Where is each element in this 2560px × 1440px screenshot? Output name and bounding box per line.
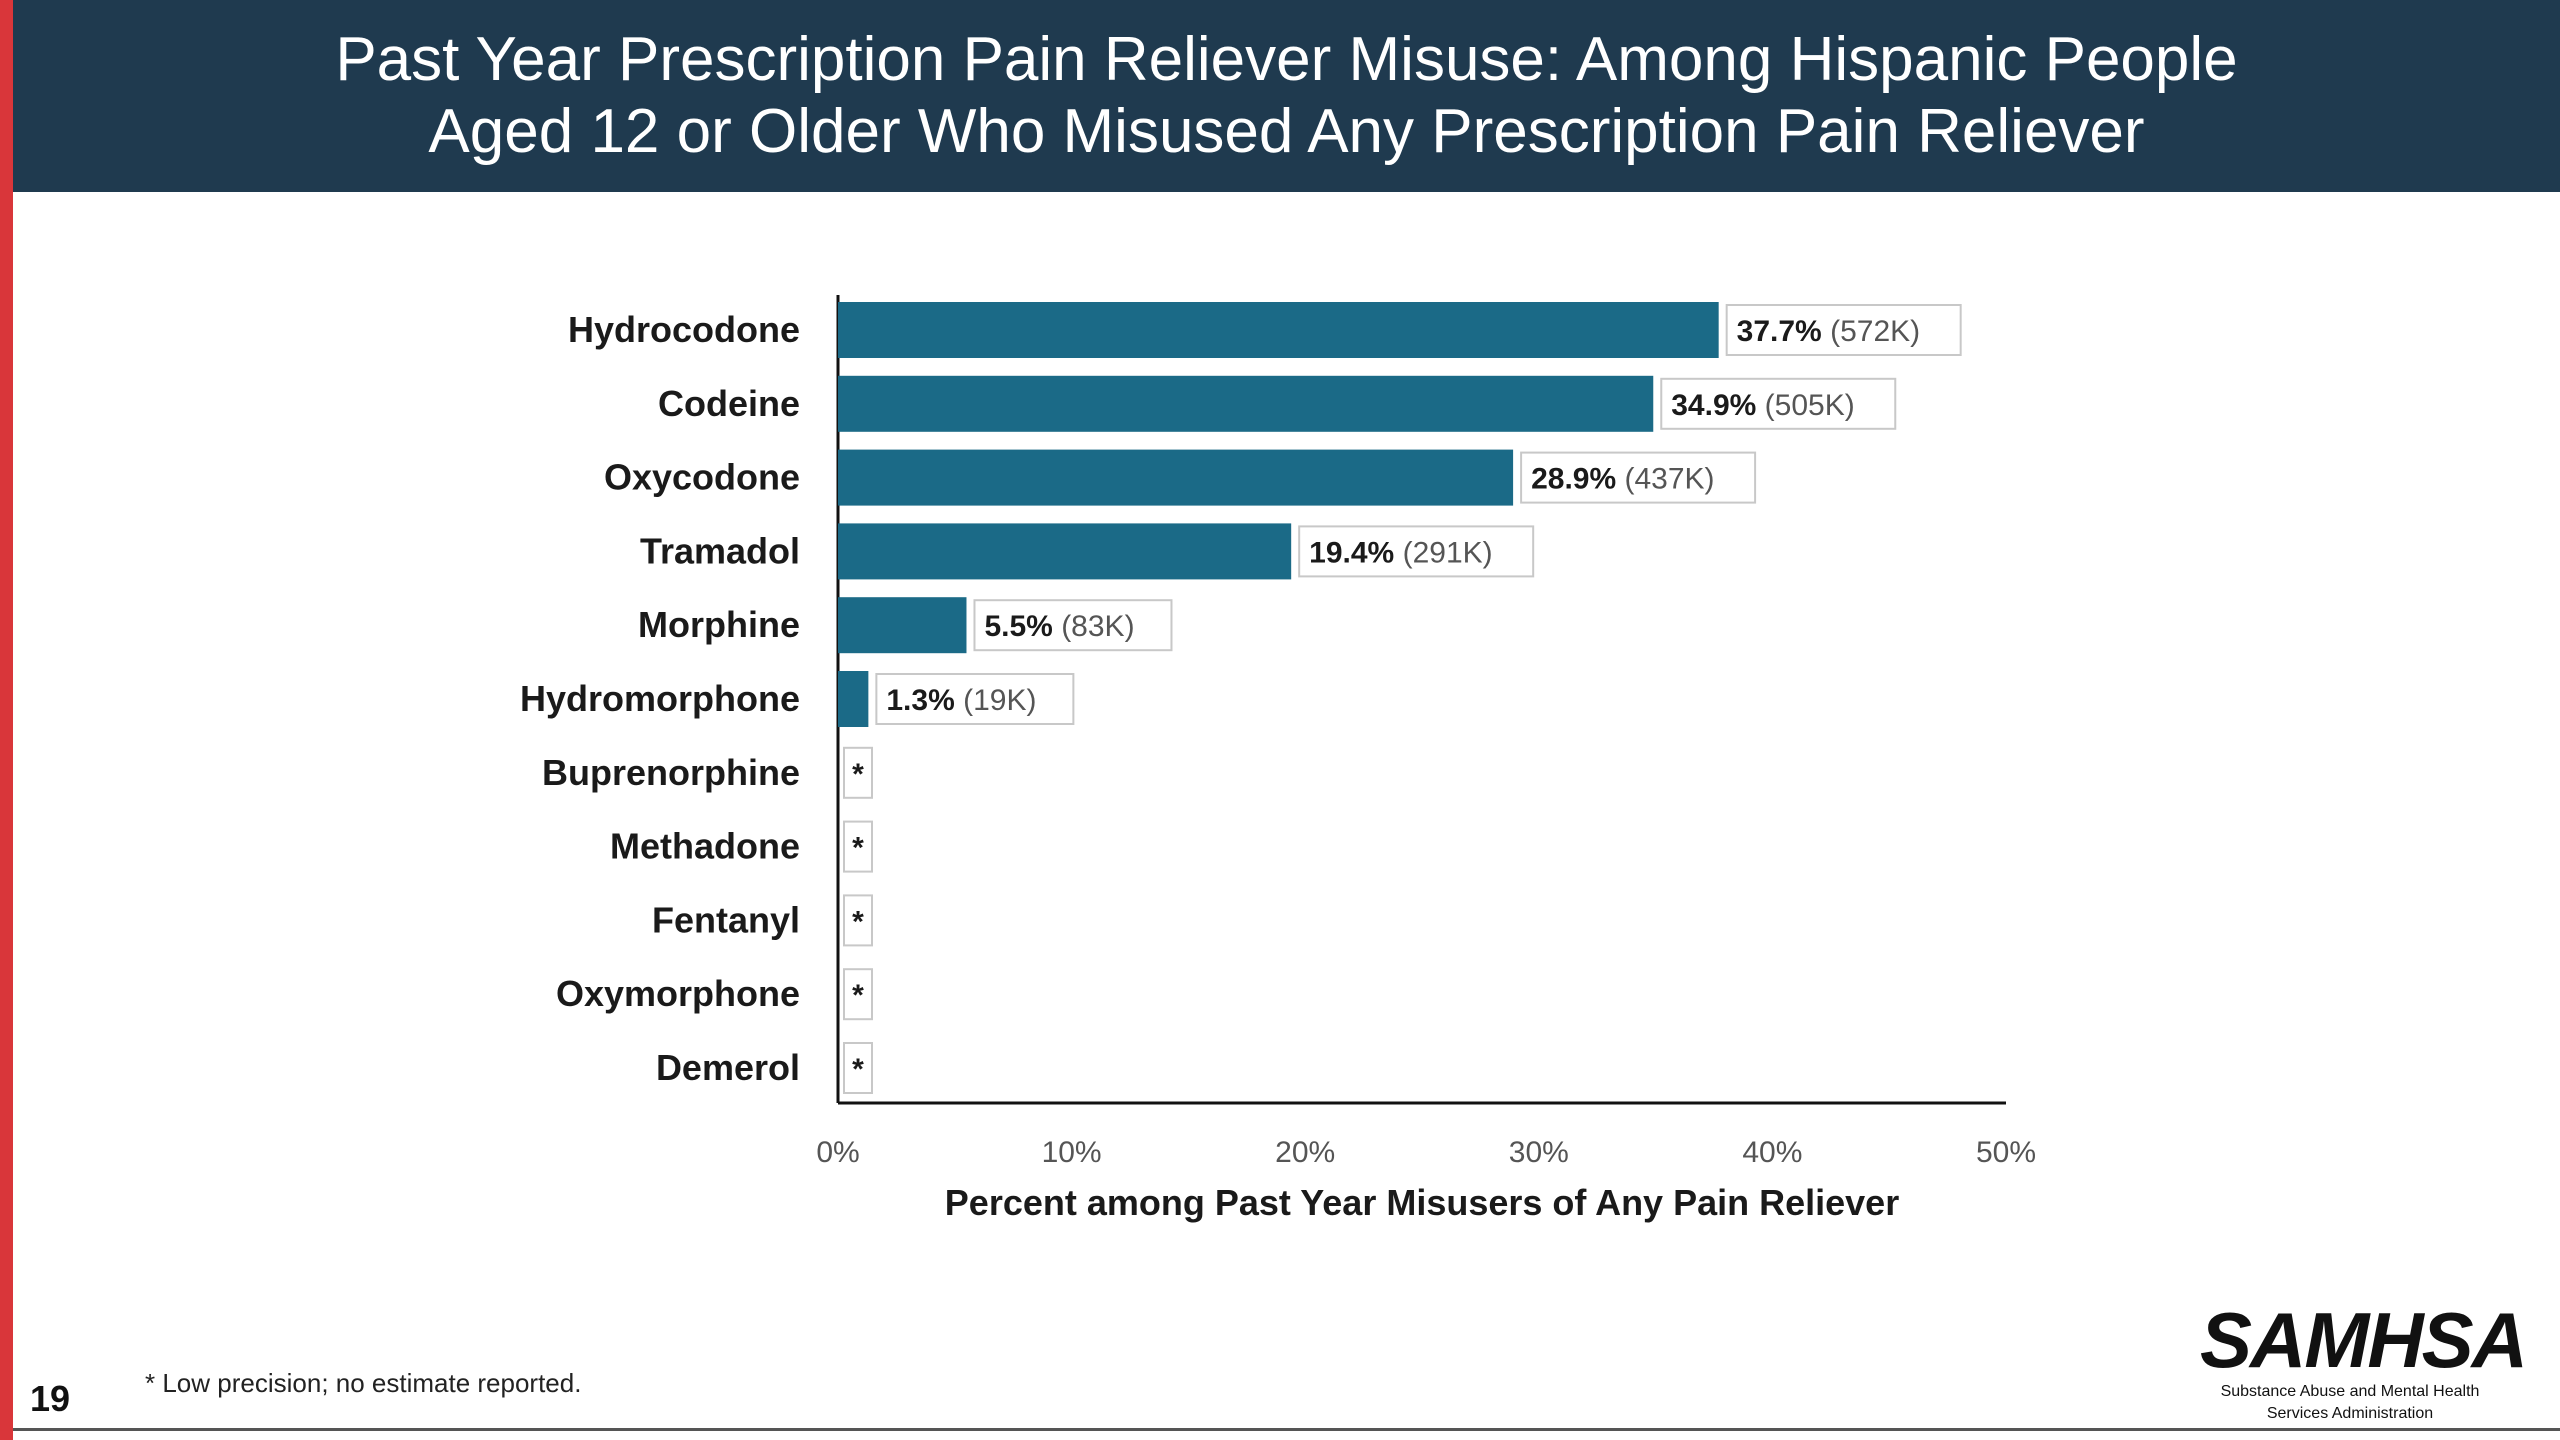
footnote: * Low precision; no estimate reported. bbox=[145, 1368, 582, 1398]
data-label-count: (19K) bbox=[955, 684, 1037, 717]
bar-chart: Hydrocodone 37.7% (572K) Codeine 34.9% (505… bbox=[520, 295, 2036, 1223]
title-banner: Past Year Prescription Pain Reliever Mis… bbox=[13, 0, 2560, 192]
slide-title: Past Year Prescription Pain Reliever Mis… bbox=[335, 25, 2238, 166]
left-accent-bar bbox=[0, 0, 13, 1440]
bar bbox=[838, 597, 967, 654]
x-tick-label: 50% bbox=[1976, 1136, 2036, 1169]
data-label-percent: * bbox=[852, 979, 864, 1012]
data-label-percent: * bbox=[852, 832, 864, 865]
data-label: 5.5% (83K) bbox=[984, 610, 1134, 643]
x-tick-label: 20% bbox=[1275, 1136, 1335, 1169]
data-label-box bbox=[843, 968, 873, 1021]
x-axis-title: Percent among Past Year Misusers of Any … bbox=[945, 1182, 1899, 1223]
category-label: Fentanyl bbox=[652, 899, 800, 940]
category-label: Oxycodone bbox=[604, 457, 800, 498]
logo-wordmark: SAMHSA bbox=[2200, 1296, 2528, 1384]
category-label: Methadone bbox=[610, 826, 800, 867]
data-label-percent: * bbox=[852, 758, 864, 791]
data-label-box bbox=[843, 820, 873, 873]
category-label: Morphine bbox=[638, 604, 800, 645]
data-label-box bbox=[843, 1042, 873, 1094]
logo-subtitle-line1: Substance Abuse and Mental Health bbox=[2220, 1383, 2480, 1400]
data-label-percent: 37.7% bbox=[1737, 315, 1822, 348]
data-label: 28.9% (437K) bbox=[1531, 463, 1714, 496]
data-label: 34.9% (505K) bbox=[1671, 389, 1854, 422]
data-label-count: (83K) bbox=[1053, 610, 1135, 643]
data-label: 19.4% (291K) bbox=[1309, 536, 1492, 569]
data-label-box bbox=[1520, 451, 1757, 504]
data-label-box bbox=[973, 599, 1173, 652]
bar bbox=[838, 523, 1292, 580]
data-label-count: (437K) bbox=[1616, 463, 1714, 496]
category-label: Oxymorphone bbox=[556, 973, 800, 1014]
category-label: Hydrocodone bbox=[568, 309, 800, 350]
data-label: * bbox=[852, 979, 864, 1012]
data-label-box bbox=[1660, 377, 1897, 430]
data-label-percent: * bbox=[852, 1053, 864, 1086]
data-label-percent: 34.9% bbox=[1671, 389, 1756, 422]
data-label-box bbox=[843, 894, 873, 947]
data-label: * bbox=[852, 905, 864, 938]
data-label: * bbox=[852, 758, 864, 791]
category-label: Demerol bbox=[656, 1047, 800, 1088]
data-label: 1.3% (19K) bbox=[886, 684, 1036, 717]
category-label: Hydromorphone bbox=[520, 678, 800, 719]
page-number: 19 bbox=[30, 1378, 71, 1419]
x-tick-label: 10% bbox=[1042, 1136, 1102, 1169]
data-label-count: (572K) bbox=[1822, 315, 1920, 348]
data-label: * bbox=[852, 1053, 864, 1086]
x-tick-label: 40% bbox=[1742, 1136, 1802, 1169]
category-label: Buprenorphine bbox=[542, 752, 800, 793]
data-label-percent: 28.9% bbox=[1531, 463, 1616, 496]
data-label-count: (291K) bbox=[1394, 536, 1492, 569]
data-label-box bbox=[1725, 304, 1962, 356]
category-label: Codeine bbox=[658, 383, 800, 424]
samhsa-logo: SAMHSA Substance Abuse and Mental Health… bbox=[2200, 1296, 2528, 1424]
data-label-box bbox=[875, 673, 1075, 725]
data-label: 37.7% (572K) bbox=[1737, 315, 1920, 348]
data-label-percent: 1.3% bbox=[886, 684, 954, 717]
x-tick-label: 0% bbox=[816, 1136, 859, 1169]
data-label-count: (505K) bbox=[1756, 389, 1854, 422]
x-tick-label: 30% bbox=[1509, 1136, 1569, 1169]
data-label: * bbox=[852, 832, 864, 865]
bar bbox=[838, 449, 1514, 506]
bar bbox=[838, 375, 1654, 432]
category-label: Tramadol bbox=[640, 530, 800, 571]
bottom-divider bbox=[13, 1428, 2560, 1431]
data-label-box bbox=[1298, 525, 1535, 578]
data-label-percent: 19.4% bbox=[1309, 536, 1394, 569]
bar bbox=[838, 302, 1719, 358]
data-label-percent: * bbox=[852, 905, 864, 938]
logo-subtitle-line2: Services Administration bbox=[2266, 1405, 2434, 1422]
bar bbox=[838, 671, 869, 727]
data-label-box bbox=[843, 746, 873, 799]
data-label-percent: 5.5% bbox=[984, 610, 1052, 643]
